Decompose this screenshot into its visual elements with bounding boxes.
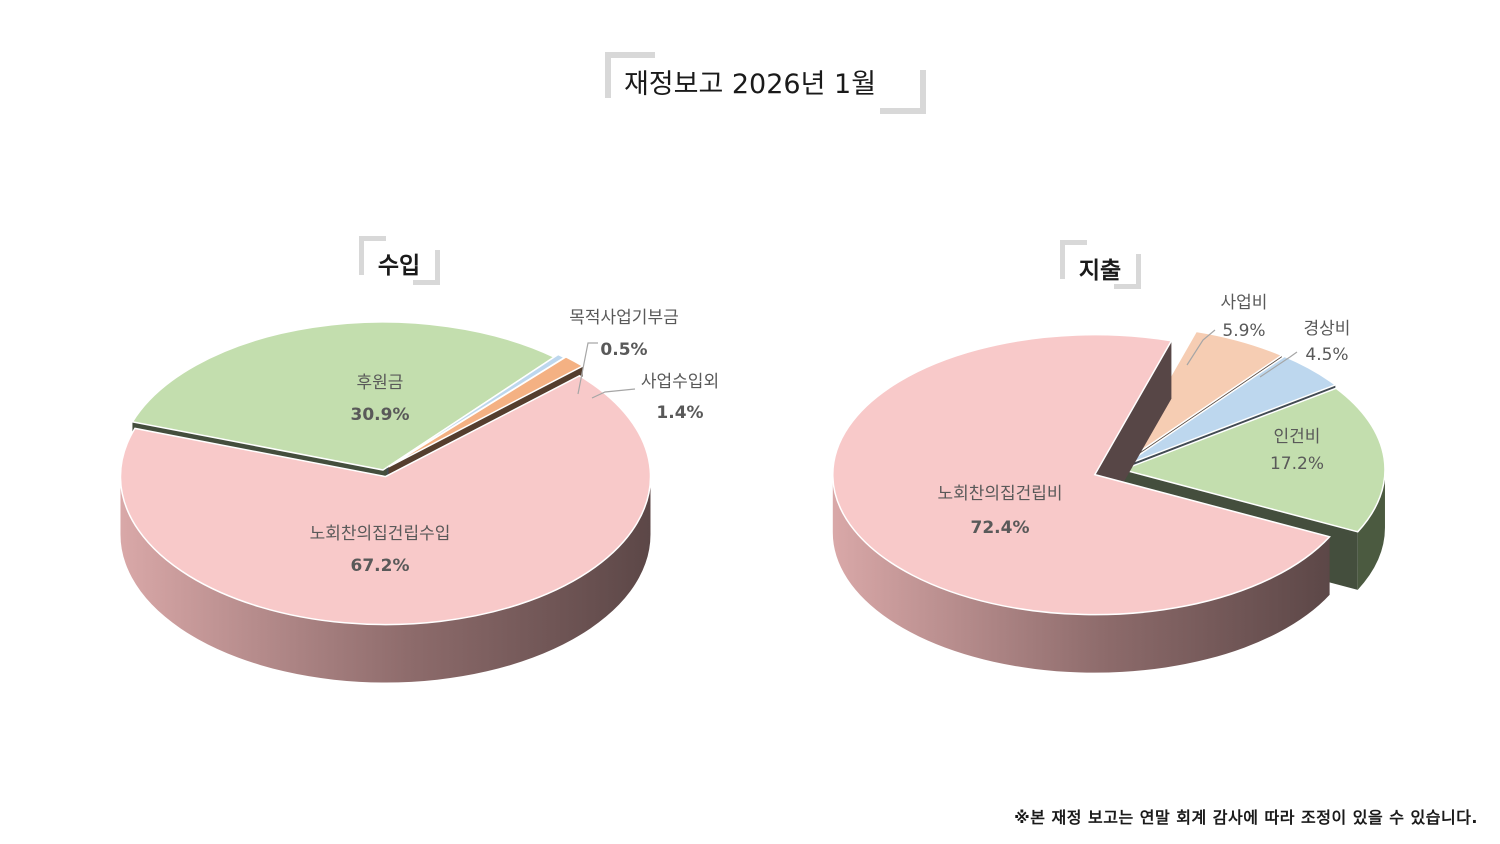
expense-label-value-1: 5.9% xyxy=(1222,321,1265,341)
title-bracket-bottom-right xyxy=(880,70,926,114)
expense-label-value-2: 4.5% xyxy=(1305,345,1348,365)
footnote: ※본 재정 보고는 연말 회계 감사에 따라 조정이 있을 수 있습니다. xyxy=(1014,808,1478,827)
expense-slice-3-top xyxy=(1120,387,1386,533)
income-slice-0-side xyxy=(120,476,651,683)
expense-leader-1 xyxy=(1186,329,1216,366)
income-slice-0-top xyxy=(119,374,652,626)
income-label-category-3: 사업수입외 xyxy=(641,372,719,392)
income-label-category-2: 목적사업기부금 xyxy=(569,308,678,328)
income-label-value-3: 1.4% xyxy=(656,403,703,423)
expense-slice-0-side xyxy=(832,474,1330,673)
expense-label-category-0: 노회찬의집건립비 xyxy=(937,484,1062,504)
expense-slice-3-side xyxy=(1357,469,1385,590)
expense-label-value-0: 72.4% xyxy=(971,518,1030,538)
expense-slice-1-top xyxy=(1118,330,1284,466)
income-label-category-0: 노회찬의집건립수입 xyxy=(310,524,451,544)
expense-slice-0 xyxy=(832,333,1331,673)
expense-leader-2 xyxy=(1259,351,1298,378)
income-label-value-1: 30.9% xyxy=(351,405,410,425)
expense-slice-2-top xyxy=(1121,355,1337,468)
income-chart-title: 수입 xyxy=(377,253,421,279)
expense-label-category-2: 경상비 xyxy=(1304,319,1351,339)
page-title: 재정보고 2026년 1월 xyxy=(623,69,877,100)
expense-label-category-3: 인건비 xyxy=(1274,427,1321,447)
expense-chart-title: 지출 xyxy=(1078,258,1122,284)
expense-label-category-1: 사업비 xyxy=(1221,293,1268,313)
title-bracket-top-left xyxy=(605,52,655,98)
income-bracket-bottom-right xyxy=(413,250,440,285)
income-label-value-0: 67.2% xyxy=(351,556,410,576)
income-leader-2 xyxy=(577,342,598,395)
expense-bracket-top-left xyxy=(1060,240,1087,279)
income-slice-3-top xyxy=(388,356,585,468)
income-label-value-2: 0.5% xyxy=(600,340,647,360)
income-slice-1-top xyxy=(131,321,556,471)
expense-slice-0-top xyxy=(832,333,1331,616)
expense-bracket-bottom-right xyxy=(1114,254,1141,289)
expense-label-value-3: 17.2% xyxy=(1270,454,1324,474)
income-bracket-top-left xyxy=(359,236,386,275)
income-slice-0 xyxy=(119,374,652,683)
income-label-category-1: 후원금 xyxy=(357,373,404,393)
income-leader-3 xyxy=(591,388,636,399)
